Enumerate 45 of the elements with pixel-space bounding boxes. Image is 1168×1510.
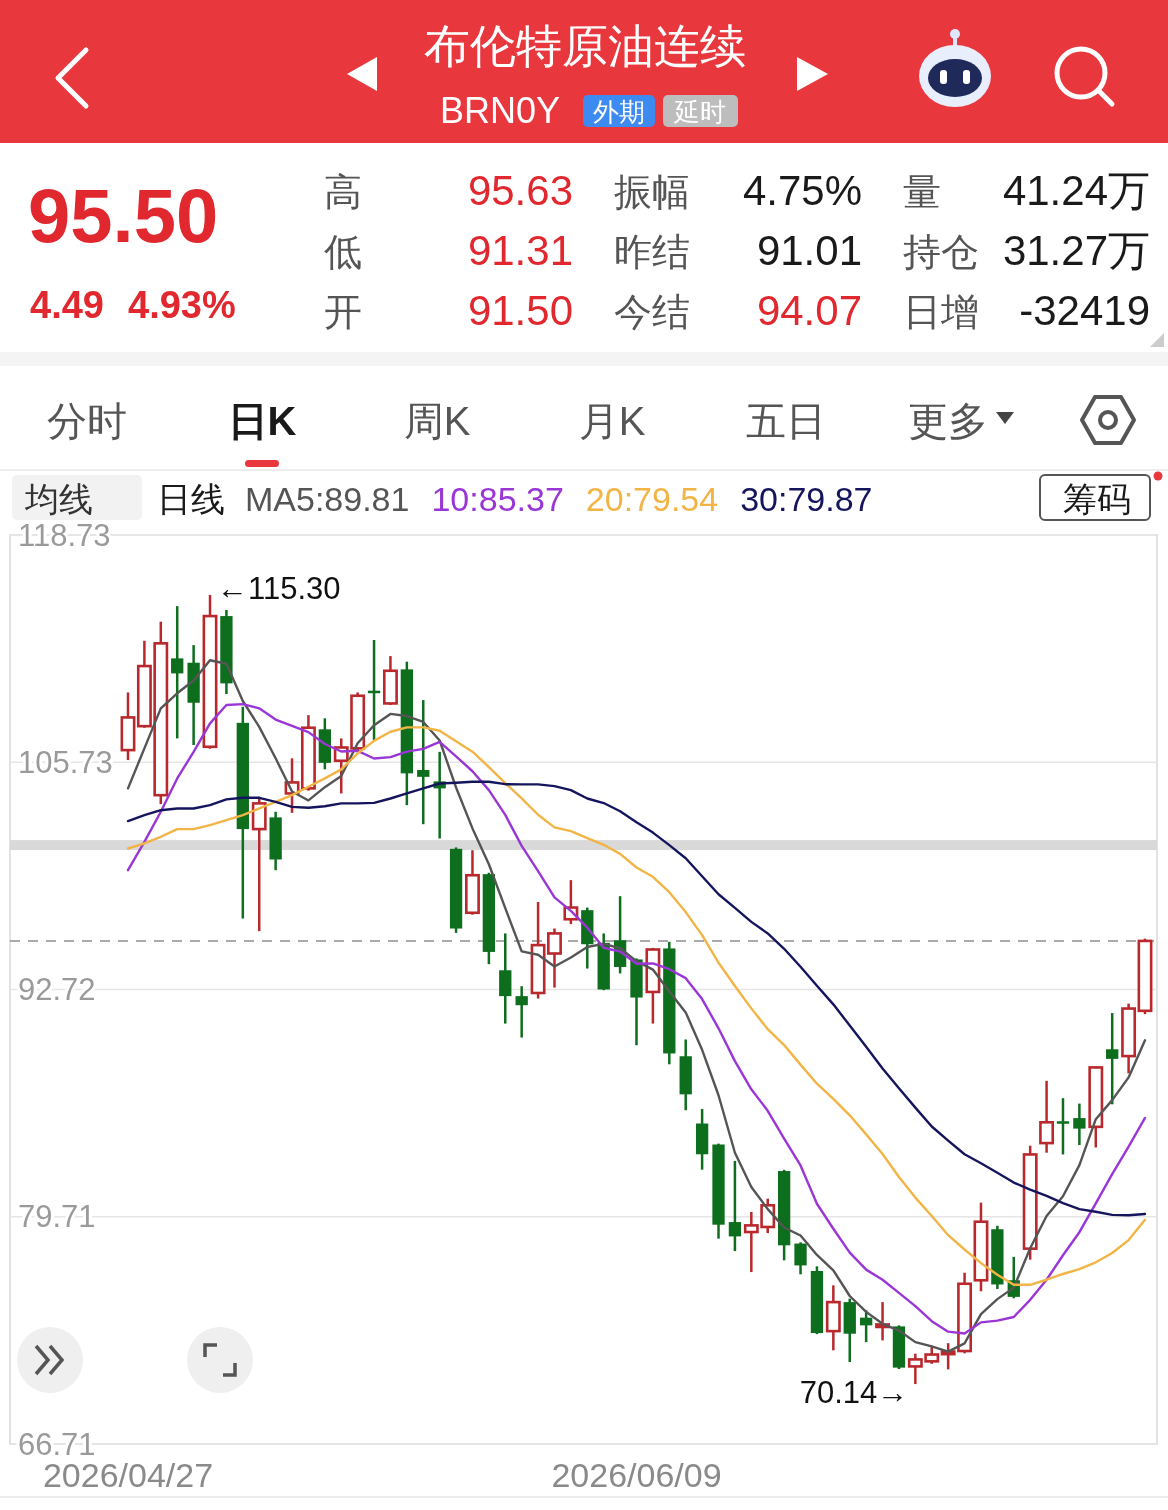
chart-subtitle: BRN0Y <box>439 90 561 131</box>
text: 10:85.37 <box>431 480 564 518</box>
text: 日线 <box>157 480 225 518</box>
text: 昨结 <box>614 231 690 273</box>
text: 4.75% <box>742 167 862 214</box>
text: 开 <box>324 291 362 333</box>
text: 日K <box>227 399 297 443</box>
text: 分时 <box>47 399 127 443</box>
text: 今结 <box>614 291 690 333</box>
y-tick-label: 105.73 <box>18 744 113 780</box>
text: 延时 <box>673 97 726 127</box>
text: 量 <box>903 171 941 213</box>
text: 筹码 <box>1063 480 1131 518</box>
text: 94.07 <box>756 287 862 334</box>
text: -32419 <box>1019 287 1150 334</box>
text: 持仓 <box>903 231 979 273</box>
text: 振幅 <box>614 171 690 213</box>
text: 外期 <box>593 97 645 127</box>
text: 95.50 <box>28 173 219 258</box>
chart-title: 布伦特原油连续 <box>424 20 746 72</box>
text: 91.01 <box>756 227 862 274</box>
annotation: 70.14→ <box>799 1374 909 1410</box>
y-tick-label: 118.73 <box>18 517 111 553</box>
y-tick-label: 92.72 <box>18 972 96 1007</box>
text: 高 <box>324 171 362 213</box>
text: 日增 <box>903 291 979 333</box>
text: MA5:89.81 <box>245 480 410 518</box>
text: 41.24万 <box>1002 167 1150 214</box>
text: 95.63 <box>467 167 573 214</box>
text: 31.27万 <box>1002 227 1150 274</box>
text: 4.49 <box>30 284 104 326</box>
text: 月K <box>578 399 646 443</box>
text: 周K <box>403 399 471 443</box>
text: 4.93% <box>128 284 236 326</box>
text: 低 <box>324 231 362 273</box>
text: 五日 <box>746 399 826 443</box>
annotation: ←115.30 <box>217 571 341 607</box>
text: 20:79.54 <box>585 480 719 518</box>
text: 91.31 <box>467 227 573 274</box>
text: 91.50 <box>467 287 573 334</box>
x-tick-label: 2026/06/09 <box>551 1456 722 1494</box>
text: 更多 <box>908 399 988 443</box>
text: 30:79.87 <box>740 480 873 518</box>
text: 均线 <box>24 480 93 518</box>
y-tick-label: 79.71 <box>18 1199 96 1235</box>
